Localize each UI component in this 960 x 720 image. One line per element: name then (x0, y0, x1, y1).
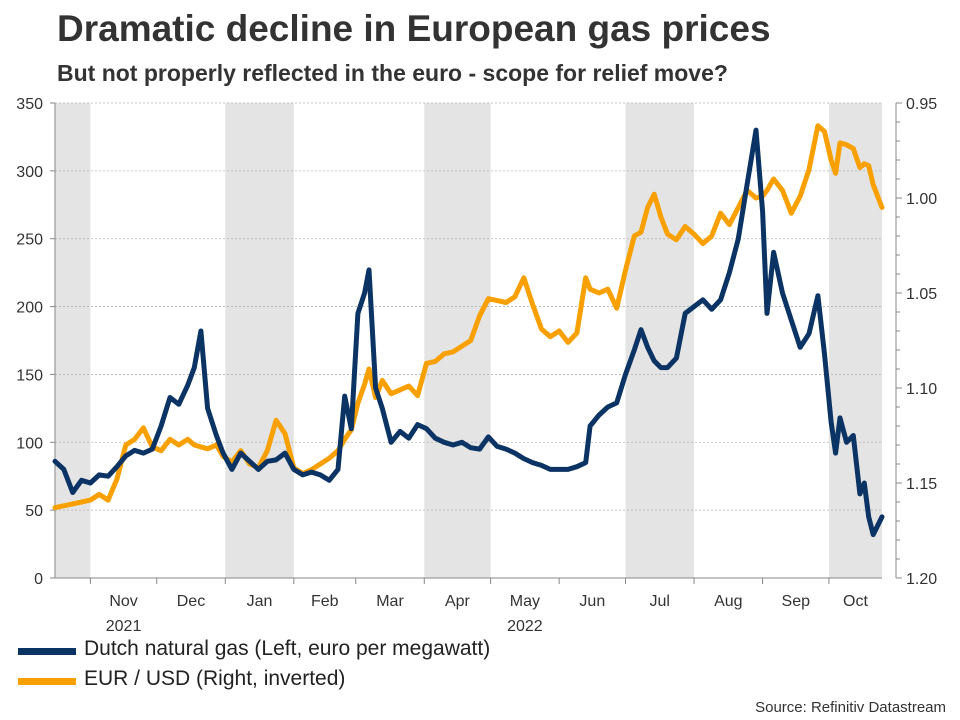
y-left-tick-label: 100 (16, 435, 43, 452)
y-left-tick-label: 0 (34, 571, 43, 588)
y-left-tick-label: 200 (16, 300, 43, 317)
y-left-tick-label: 150 (16, 367, 43, 384)
y-right-tick-label: 1.10 (906, 381, 937, 398)
month-band (225, 103, 294, 578)
x-tick-label: Nov (109, 593, 137, 610)
y-left-tick-label: 300 (16, 164, 43, 181)
chart-subtitle: But not properly reflected in the euro -… (57, 60, 728, 86)
series-lines (52, 123, 885, 538)
x-tick-label: Jul (650, 593, 670, 610)
x-tick-label: Aug (714, 593, 742, 610)
y-right-tick-label: 1.00 (906, 191, 937, 208)
x-tick-label: Jan (247, 593, 273, 610)
x-tick-label: May (510, 593, 540, 610)
gas-price-line (52, 127, 885, 538)
x-tick-label: Oct (843, 593, 868, 610)
y-left-tick-label: 250 (16, 232, 43, 249)
y-right-tick-label: 1.05 (906, 286, 937, 303)
chart-title: Dramatic decline in European gas prices (57, 8, 771, 49)
month-bands (55, 103, 882, 578)
source-note: Source: Refinitiv Datastream (755, 699, 946, 716)
x-axis-ticks: Nov Dec Jan Feb Mar Apr May Jun Jul Aug Sep Oct 2021… (89, 578, 868, 635)
x-tick-label: Jun (579, 593, 605, 610)
legend-label-eurusd: EUR / USD (Right, inverted) (84, 667, 346, 690)
x-tick-label: Sep (782, 593, 811, 610)
x-tick-label: Apr (445, 593, 471, 610)
month-band (424, 103, 491, 578)
y-left-ticks: 0 50 100 150 200 250 300 350 (16, 96, 55, 588)
y-right-ticks: 0.95 1.00 1.05 1.10 1.15 1.20 (896, 96, 937, 588)
eurusd-line (52, 123, 885, 511)
legend-swatch-gas (18, 648, 76, 655)
legend-swatch-eurusd (18, 678, 76, 685)
x-tick-label: Mar (376, 593, 404, 610)
axes (54, 103, 897, 579)
year-label: 2021 (106, 618, 142, 635)
y-left-tick-label: 50 (25, 503, 43, 520)
legend-label-gas: Dutch natural gas (Left, euro per megawa… (84, 637, 491, 660)
x-tick-label: Feb (311, 593, 339, 610)
y-left-tick-label: 350 (16, 96, 43, 113)
y-right-tick-label: 0.95 (906, 96, 937, 113)
x-tick-label: Dec (177, 593, 205, 610)
y-right-tick-label: 1.15 (906, 476, 937, 493)
y-right-tick-label: 1.20 (906, 571, 937, 588)
year-label: 2022 (507, 618, 543, 635)
